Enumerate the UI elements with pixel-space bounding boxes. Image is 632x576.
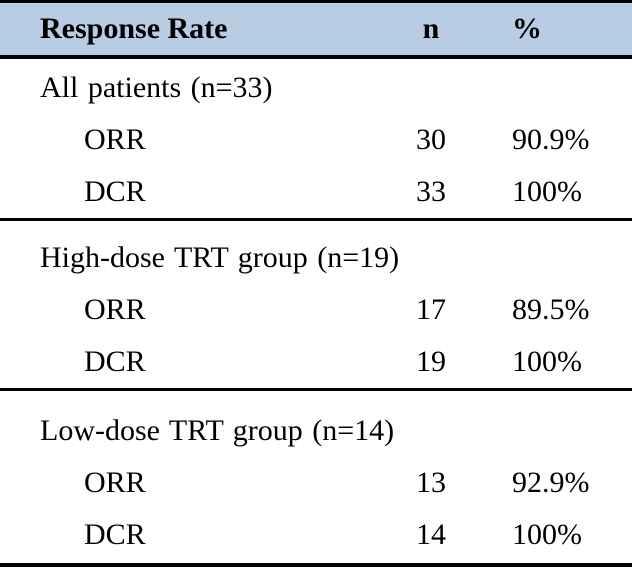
row-label: ORR — [84, 293, 146, 326]
section-title: All patients (n=33) — [40, 71, 273, 104]
section-all-patients: All patients (n=33) ORR 30 90.9% DCR 33 … — [0, 59, 632, 218]
table-row: ORR 13 92.9% — [0, 457, 632, 509]
row-percent-value: 100% — [512, 345, 582, 378]
table-row: DCR 33 100% — [0, 166, 632, 218]
row-n-value: 13 — [416, 466, 446, 499]
row-n-value: 33 — [416, 175, 446, 208]
header-response-rate: Response Rate — [40, 12, 228, 45]
row-label: DCR — [84, 175, 146, 208]
header-n: n — [422, 12, 440, 45]
section-title-row: Low-dose TRT group (n=14) — [0, 405, 632, 457]
section-high-dose-trt: High-dose TRT group (n=19) ORR 17 89.5% … — [0, 218, 632, 388]
row-label: ORR — [84, 466, 146, 499]
row-percent-value: 90.9% — [512, 123, 590, 156]
table-row: DCR 14 100% — [0, 509, 632, 561]
row-percent-value: 100% — [512, 518, 582, 551]
table-header-row: Response Rate n % — [0, 0, 632, 59]
row-label: ORR — [84, 123, 146, 156]
row-percent-value: 92.9% — [512, 466, 590, 499]
section-title-row: All patients (n=33) — [0, 62, 632, 114]
row-n-value: 19 — [416, 345, 446, 378]
row-percent-value: 89.5% — [512, 293, 590, 326]
section-title-row: High-dose TRT group (n=19) — [0, 232, 632, 284]
section-low-dose-trt: Low-dose TRT group (n=14) ORR 13 92.9% D… — [0, 388, 632, 567]
row-n-value: 30 — [416, 123, 446, 156]
row-label: DCR — [84, 345, 146, 378]
table-row: DCR 19 100% — [0, 336, 632, 388]
section-title: High-dose TRT group (n=19) — [40, 241, 400, 274]
table-row: ORR 17 89.5% — [0, 284, 632, 336]
row-label: DCR — [84, 518, 146, 551]
row-n-value: 14 — [416, 518, 446, 551]
row-percent-value: 100% — [512, 175, 582, 208]
table-row: ORR 30 90.9% — [0, 114, 632, 166]
section-title: Low-dose TRT group (n=14) — [40, 414, 395, 447]
row-n-value: 17 — [416, 293, 446, 326]
header-percent: % — [512, 12, 542, 45]
